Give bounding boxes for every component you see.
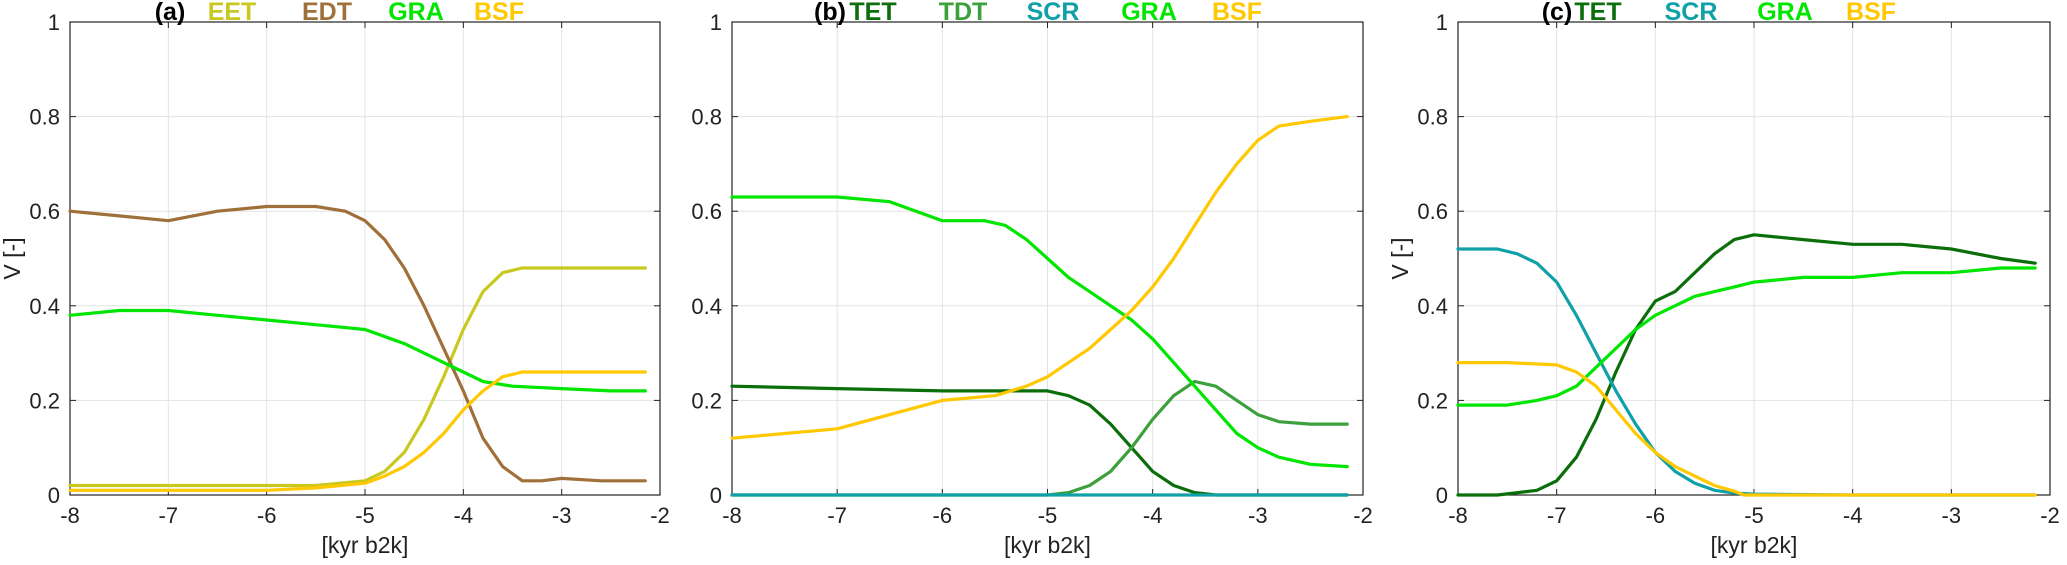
legend-entry-gra: GRA bbox=[1757, 0, 1813, 26]
series-line-bsf bbox=[1456, 361, 2037, 497]
y-tick-label: 0.6 bbox=[29, 199, 60, 224]
x-tick-label: -4 bbox=[1143, 503, 1163, 528]
panel-b-label: (b) bbox=[814, 0, 846, 26]
panel-c-series bbox=[1456, 233, 2037, 497]
x-tick-label: -5 bbox=[1038, 503, 1058, 528]
panel-b: -8 -7 -6 -5 -4 -3 -2 0 0.2 0.4 0.6 0.8 1 [kyr b2k] (… bbox=[691, 0, 1372, 558]
panel-c: -8 -7 -6 -5 -4 -3 -2 0 0.2 0.4 0.6 0.8 1 [kyr b2k] V… bbox=[1387, 0, 2060, 558]
x-tick-label: -6 bbox=[257, 503, 277, 528]
legend-entry-gra: GRA bbox=[388, 0, 444, 26]
legend-entry-tet: TET bbox=[849, 0, 896, 26]
x-tick-label: -7 bbox=[1547, 503, 1567, 528]
x-tick-label: -2 bbox=[650, 503, 670, 528]
x-tick-label: -3 bbox=[552, 503, 572, 528]
x-tick-label: -4 bbox=[1843, 503, 1863, 528]
panel-b-ticks: -8 -7 -6 -5 -4 -3 -2 0 0.2 0.4 0.6 0.8 1 bbox=[691, 10, 1372, 528]
series-line-gra bbox=[730, 195, 1349, 469]
y-tick-label: 0 bbox=[1436, 483, 1448, 508]
legend-entry-bsf: BSF bbox=[474, 0, 524, 26]
panel-c-xlabel: [kyr b2k] bbox=[1711, 532, 1798, 558]
legend-entry-gra: GRA bbox=[1121, 0, 1177, 26]
panel-a: -8 -7 -6 -5 -4 -3 -2 0 0.2 0.4 0.6 0.8 1 [kyr b2k] V… bbox=[0, 0, 670, 558]
panel-c-legend: TET SCR GRA BSF bbox=[1574, 0, 1896, 26]
y-tick-label: 0.4 bbox=[691, 294, 722, 319]
series-line-edt bbox=[68, 204, 647, 483]
x-tick-label: -6 bbox=[1646, 503, 1666, 528]
panel-a-ylabel: V [-] bbox=[0, 237, 25, 279]
series-line-tet bbox=[1456, 233, 2037, 497]
panel-c-grid bbox=[1457, 21, 2051, 496]
y-tick-label: 0.2 bbox=[29, 388, 60, 413]
panel-a-ticks: -8 -7 -6 -5 -4 -3 -2 0 0.2 0.4 0.6 0.8 1 bbox=[29, 10, 669, 528]
y-tick-label: 1 bbox=[710, 10, 722, 35]
legend-entry-scr: SCR bbox=[1027, 0, 1080, 26]
y-tick-label: 0.8 bbox=[691, 105, 722, 130]
legend-entry-edt: EDT bbox=[302, 0, 352, 26]
panel-a-legend: EET EDT GRA BSF bbox=[208, 0, 524, 26]
x-tick-label: -7 bbox=[159, 503, 179, 528]
legend-entry-tet: TET bbox=[1574, 0, 1621, 26]
y-tick-label: 0.2 bbox=[1417, 388, 1448, 413]
legend-entry-bsf: BSF bbox=[1212, 0, 1262, 26]
y-tick-label: 0.6 bbox=[1417, 199, 1448, 224]
series-line-scr bbox=[1456, 247, 2037, 497]
panel-b-legend: TET TDT SCR GRA BSF bbox=[849, 0, 1262, 26]
panel-c-ticks: -8 -7 -6 -5 -4 -3 -2 0 0.2 0.4 0.6 0.8 1 bbox=[1417, 10, 2059, 528]
y-tick-label: 0 bbox=[710, 483, 722, 508]
panel-c-label: (c) bbox=[1542, 0, 1573, 26]
x-tick-label: -3 bbox=[1942, 503, 1962, 528]
x-tick-label: -2 bbox=[2040, 503, 2060, 528]
legend-entry-tdt: TDT bbox=[939, 0, 988, 26]
x-tick-label: -5 bbox=[1744, 503, 1764, 528]
y-tick-label: 0.2 bbox=[691, 388, 722, 413]
y-tick-label: 0.8 bbox=[1417, 105, 1448, 130]
series-line-gra bbox=[1456, 266, 2037, 407]
panel-c-ylabel: V [-] bbox=[1387, 237, 1413, 279]
y-tick-label: 0.6 bbox=[691, 199, 722, 224]
x-tick-label: -7 bbox=[827, 503, 847, 528]
y-tick-label: 0.4 bbox=[29, 294, 60, 319]
series-line-bsf bbox=[68, 370, 647, 492]
x-tick-label: -5 bbox=[355, 503, 375, 528]
legend-entry-eet: EET bbox=[208, 0, 257, 26]
legend-entry-scr: SCR bbox=[1665, 0, 1718, 26]
y-tick-label: 0 bbox=[48, 483, 60, 508]
series-line-gra bbox=[68, 308, 647, 393]
panel-a-grid bbox=[69, 21, 661, 496]
y-tick-label: 1 bbox=[1436, 10, 1448, 35]
y-tick-label: 1 bbox=[48, 10, 60, 35]
series-line-eet bbox=[68, 266, 647, 488]
x-tick-label: -8 bbox=[1448, 503, 1468, 528]
x-tick-label: -2 bbox=[1353, 503, 1373, 528]
y-tick-label: 0.4 bbox=[1417, 294, 1448, 319]
x-tick-label: -6 bbox=[933, 503, 953, 528]
panel-b-xlabel: [kyr b2k] bbox=[1004, 532, 1091, 558]
panel-a-xlabel: [kyr b2k] bbox=[322, 532, 409, 558]
series-line-tdt bbox=[730, 379, 1349, 497]
legend-entry-bsf: BSF bbox=[1846, 0, 1896, 26]
x-tick-label: -8 bbox=[60, 503, 80, 528]
y-tick-label: 0.8 bbox=[29, 105, 60, 130]
series-line-tet bbox=[730, 384, 1349, 497]
x-tick-label: -3 bbox=[1248, 503, 1268, 528]
panel-b-series bbox=[730, 115, 1349, 497]
panel-a-series bbox=[68, 204, 647, 492]
series-line-bsf bbox=[730, 115, 1349, 440]
x-tick-label: -4 bbox=[454, 503, 474, 528]
panel-a-label: (a) bbox=[155, 0, 186, 26]
x-tick-label: -8 bbox=[722, 503, 742, 528]
